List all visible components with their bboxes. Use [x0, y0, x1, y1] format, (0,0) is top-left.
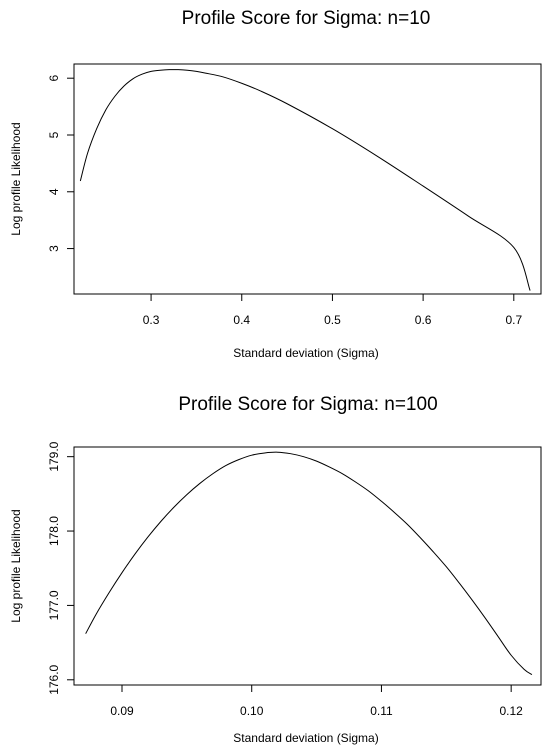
y-axis-label: Log profile Likelihood [9, 509, 23, 622]
y-tick-label: 4 [47, 188, 61, 195]
plot-frame [73, 63, 542, 295]
x-tick-label: 0.12 [499, 704, 523, 718]
y-axis-label: Log profile Likelihood [9, 122, 23, 235]
x-tick-label: 0.09 [110, 704, 134, 718]
likelihood-curve [85, 451, 533, 676]
chart-n10: Profile Score for Sigma: n=10 0.3 0.4 0.5 0… [9, 8, 542, 360]
y-tick-label: 179.0 [47, 441, 61, 471]
y-tick-label: 176.0 [47, 664, 61, 694]
x-axis: 0.09 0.10 0.11 0.12 [110, 685, 523, 718]
chart-title: Profile Score for Sigma: n=100 [178, 394, 437, 415]
chart-title: Profile Score for Sigma: n=10 [182, 8, 431, 29]
plot-frame [73, 446, 542, 686]
x-tick-label: 0.5 [324, 313, 341, 327]
x-tick-label: 0.10 [240, 704, 264, 718]
x-tick-label: 0.7 [505, 313, 522, 327]
x-axis: 0.3 0.4 0.5 0.6 0.7 [143, 294, 522, 327]
y-tick-label: 5 [47, 131, 61, 138]
x-tick-label: 0.4 [233, 313, 250, 327]
likelihood-curve [79, 69, 531, 291]
y-tick-label: 6 [47, 75, 61, 82]
x-axis-label: Standard deviation (Sigma) [233, 731, 378, 745]
x-tick-label: 0.11 [370, 704, 393, 718]
y-axis: 3 4 5 6 [47, 75, 74, 252]
chart-n100: Profile Score for Sigma: n=100 0.09 0.10 0… [9, 394, 542, 745]
y-axis: 176.0 177.0 178.0 179.0 [47, 441, 74, 695]
y-tick-label: 178.0 [47, 516, 61, 546]
x-tick-label: 0.6 [415, 313, 432, 327]
y-tick-label: 177.0 [47, 590, 61, 620]
x-axis-label: Standard deviation (Sigma) [233, 346, 378, 360]
x-tick-label: 0.3 [143, 313, 160, 327]
y-tick-label: 3 [47, 245, 61, 252]
